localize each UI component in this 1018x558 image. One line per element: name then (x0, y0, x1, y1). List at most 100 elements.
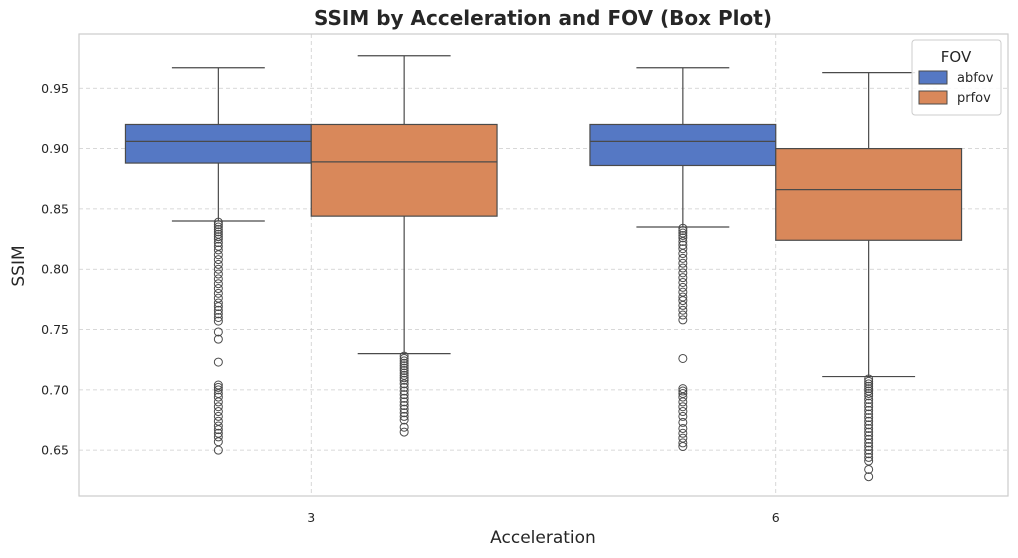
x-tick-label: 3 (307, 510, 315, 525)
outlier-point (864, 431, 874, 441)
outlier-point (213, 392, 223, 402)
outlier-point (678, 402, 688, 412)
outlier-point (864, 376, 874, 386)
outlier-point (864, 394, 874, 404)
outlier-point (864, 379, 874, 389)
legend-label-prfov: prfov (957, 91, 991, 106)
outlier-point (864, 413, 874, 423)
outlier-point (864, 402, 874, 412)
outlier-point (399, 373, 409, 383)
outlier-point (864, 449, 874, 459)
outlier-point (213, 227, 223, 237)
outlier-point (678, 438, 688, 448)
box-iqr (775, 147, 963, 241)
outlier-point (678, 428, 688, 438)
outlier-point (678, 411, 688, 421)
outlier-point (399, 427, 409, 437)
box-iqr (310, 123, 498, 217)
series-layer (124, 55, 963, 482)
outlier-point (678, 296, 688, 306)
legend: FOV abfov prfov (911, 39, 1002, 116)
box-prfov-3 (310, 55, 498, 437)
legend-swatch-prfov (918, 90, 948, 105)
outlier-point (678, 226, 688, 236)
outlier-point (678, 417, 688, 427)
outlier-point (213, 224, 223, 234)
outlier-point (864, 381, 874, 391)
outlier-point (399, 415, 409, 425)
outlier-point (213, 385, 223, 395)
outlier-point (678, 236, 688, 246)
y-tick-label: 0.85 (41, 201, 69, 216)
outlier-point (213, 288, 223, 298)
outlier-point (213, 269, 223, 279)
outlier-point (213, 245, 223, 255)
outlier-point (399, 382, 409, 392)
outlier-point (213, 259, 223, 269)
legend-title: FOV (941, 48, 972, 66)
grid-layer (79, 34, 1008, 496)
outlier-point (399, 358, 409, 368)
outlier-point (864, 420, 874, 430)
outlier-point (213, 445, 223, 455)
outlier-point (864, 434, 874, 444)
outlier-point (399, 366, 409, 376)
outlier-point (213, 312, 223, 322)
outlier-point (213, 234, 223, 244)
outlier-point (213, 327, 223, 337)
outlier-point (213, 334, 223, 344)
outlier-point (213, 302, 223, 312)
outlier-point (864, 388, 874, 398)
outlier-point (213, 382, 223, 392)
outlier-point (399, 361, 409, 371)
outlier-point (399, 404, 409, 414)
outlier-point (213, 357, 223, 367)
box-iqr (589, 123, 777, 167)
outlier-point (678, 273, 688, 283)
outlier-point (213, 411, 223, 421)
outlier-point (399, 397, 409, 407)
outlier-point (399, 411, 409, 421)
legend-label-abfov: abfov (957, 71, 994, 86)
outlier-point (213, 264, 223, 274)
outlier-point (864, 409, 874, 419)
outlier-point (864, 427, 874, 437)
outlier-point (399, 363, 409, 373)
outlier-point (678, 277, 688, 287)
outlier-point (864, 464, 874, 474)
outlier-point (864, 398, 874, 408)
outlier-point (399, 390, 409, 400)
chart-title: SSIM by Acceleration and FOV (Box Plot) (314, 6, 772, 30)
outlier-point (864, 442, 874, 452)
outlier-point (864, 374, 874, 384)
outlier-point (678, 386, 688, 396)
outlier-point (864, 405, 874, 415)
outlier-point (399, 375, 409, 385)
outlier-point (678, 258, 688, 268)
y-tick-label: 0.70 (41, 382, 69, 397)
outlier-point (678, 392, 688, 402)
plot-frame (78, 33, 1009, 497)
box-prfov-6 (775, 72, 963, 482)
outlier-point (864, 384, 874, 394)
legend-items: abfov prfov (918, 70, 994, 106)
outlier-point (213, 316, 223, 326)
outlier-point (678, 253, 688, 263)
outlier-point (678, 244, 688, 254)
outlier-point (213, 425, 223, 435)
y-tick-label: 0.90 (41, 141, 69, 156)
outlier-point (399, 386, 409, 396)
outlier-point (678, 233, 688, 243)
x-axis-label: Acceleration (490, 528, 596, 548)
outlier-point (678, 263, 688, 273)
outlier-point (213, 397, 223, 407)
outlier-point (678, 282, 688, 292)
outlier-point (213, 407, 223, 417)
outlier-point (213, 232, 223, 242)
outlier-point (213, 309, 223, 319)
outlier-point (213, 432, 223, 442)
y-tick-label: 0.95 (41, 81, 69, 96)
outlier-point (399, 379, 409, 389)
outlier-point (213, 284, 223, 294)
